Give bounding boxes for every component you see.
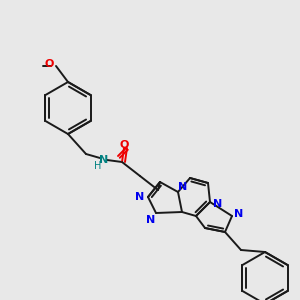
Text: N: N xyxy=(234,209,244,219)
Text: N: N xyxy=(213,199,223,209)
Text: N: N xyxy=(135,192,145,202)
Text: N: N xyxy=(178,182,188,192)
Text: H: H xyxy=(94,161,102,171)
Text: O: O xyxy=(44,59,54,69)
Text: O: O xyxy=(119,140,129,150)
Text: N: N xyxy=(99,155,109,165)
Text: N: N xyxy=(146,215,156,225)
